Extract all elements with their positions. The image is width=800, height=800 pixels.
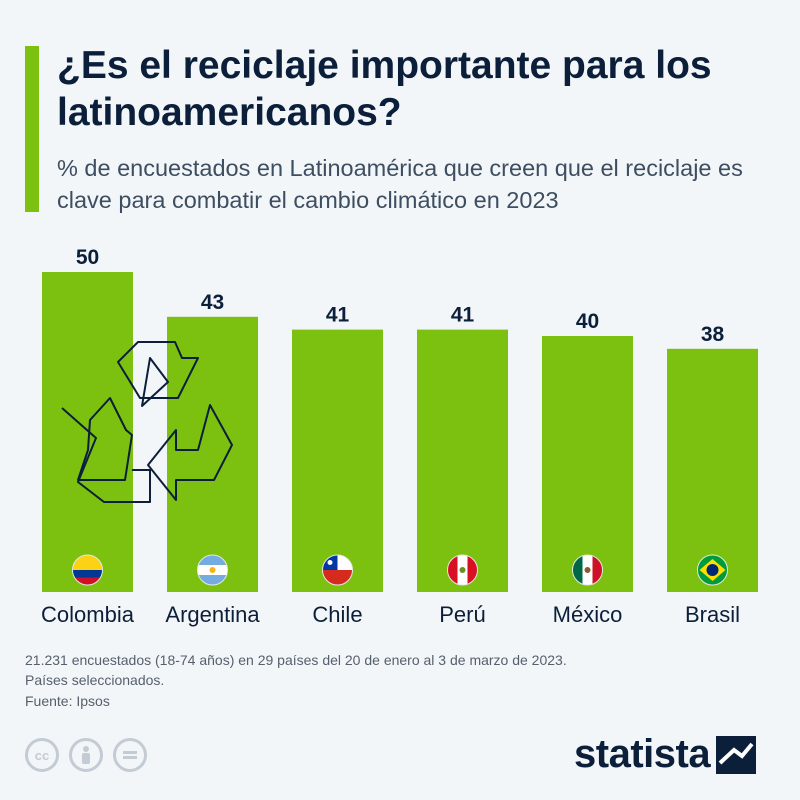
value-label: 38 <box>701 323 725 346</box>
brand-name: statista <box>574 732 711 776</box>
recycle-icon <box>61 341 233 503</box>
statista-logo[interactable]: statista <box>574 732 757 777</box>
category-label: México <box>553 602 623 627</box>
value-label: 41 <box>326 304 350 327</box>
cc-icon[interactable]: cc <box>25 738 59 772</box>
bar-perú <box>417 329 508 592</box>
nd-icon[interactable] <box>113 738 147 772</box>
title-accent-bar <box>25 46 39 212</box>
category-label: Perú <box>439 602 485 627</box>
flag-brasil-icon <box>697 554 728 586</box>
chart-subtitle: % de encuestados en Latinoamérica que cr… <box>57 155 743 213</box>
category-label: Chile <box>312 602 362 627</box>
flag-peru-icon <box>447 554 478 586</box>
source-text: Fuente: Ipsos <box>25 693 110 709</box>
flag-chile-icon <box>322 554 353 586</box>
footnote-selection: Países seleccionados. <box>25 672 165 688</box>
bar-méxico <box>542 336 633 592</box>
category-label: Colombia <box>41 602 135 627</box>
category-label: Argentina <box>165 602 260 627</box>
category-label: Brasil <box>685 602 740 627</box>
footnote: 21.231 encuestados (18-74 años) en 29 pa… <box>25 650 765 690</box>
value-label: 50 <box>76 246 99 269</box>
bar-argentina <box>167 316 258 592</box>
value-label: 43 <box>201 291 224 314</box>
flag-colombia-icon <box>72 554 103 586</box>
bar-colombia <box>42 272 133 592</box>
flag-argentina-icon <box>197 554 228 586</box>
statista-logo-icon <box>716 735 757 774</box>
bar-brasil <box>667 348 758 592</box>
by-icon[interactable] <box>69 738 103 772</box>
chart-title: ¿Es el reciclaje importante para los lat… <box>57 44 712 134</box>
license-icons: cc <box>25 738 147 772</box>
value-label: 40 <box>576 310 599 333</box>
flag-mexico-icon <box>572 554 603 586</box>
footnote-sample: 21.231 encuestados (18-74 años) en 29 pa… <box>25 652 567 668</box>
value-label: 41 <box>451 304 475 327</box>
bar-chart: 50 Colombia 43 Argentina 41 Chile 41 Perú 40 Méxi… <box>41 246 758 627</box>
bar-chile <box>292 329 383 592</box>
